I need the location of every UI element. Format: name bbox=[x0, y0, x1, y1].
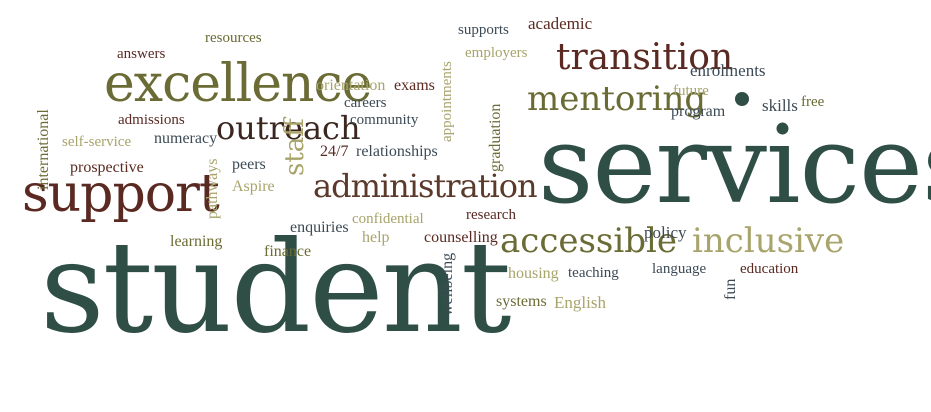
word: administration bbox=[313, 167, 538, 205]
word: prospective bbox=[70, 159, 144, 176]
word: English bbox=[554, 293, 606, 312]
word: relationships bbox=[356, 143, 438, 160]
word: academic bbox=[528, 14, 593, 33]
word: free bbox=[801, 94, 825, 110]
word: admissions bbox=[118, 112, 185, 128]
word: housing bbox=[508, 265, 559, 282]
word: student bbox=[40, 214, 511, 361]
word: research bbox=[466, 207, 516, 223]
word: finance bbox=[264, 243, 312, 260]
word: careers bbox=[344, 95, 387, 111]
word: skills bbox=[762, 96, 798, 115]
word: pathways bbox=[204, 158, 221, 219]
word: excellence bbox=[104, 54, 372, 114]
word: appointments bbox=[439, 61, 455, 142]
word: teaching bbox=[568, 265, 619, 281]
word: education bbox=[740, 261, 799, 277]
word: services bbox=[538, 103, 931, 228]
word: employers bbox=[465, 45, 528, 61]
word: Aspire bbox=[232, 178, 275, 195]
word: enquiries bbox=[290, 219, 349, 236]
word: transition bbox=[556, 37, 734, 78]
word: resources bbox=[205, 30, 262, 46]
word: policy bbox=[644, 223, 687, 242]
word: self-service bbox=[62, 134, 132, 150]
word: language bbox=[652, 261, 707, 277]
word: graduation bbox=[487, 103, 504, 172]
word: wellbeing bbox=[439, 252, 456, 316]
word: future bbox=[673, 83, 709, 99]
bullet-dot bbox=[735, 92, 749, 106]
word: counselling bbox=[424, 229, 498, 246]
word: learning bbox=[170, 233, 223, 250]
word: mentoring bbox=[527, 79, 707, 119]
word: staff bbox=[280, 118, 310, 176]
word: 24/7 bbox=[320, 143, 349, 160]
word: fun bbox=[722, 278, 739, 300]
word: answers bbox=[117, 46, 166, 62]
word: enrolments bbox=[690, 61, 766, 80]
word: community bbox=[350, 112, 419, 128]
word: numeracy bbox=[154, 130, 218, 147]
word: peers bbox=[232, 156, 266, 173]
word: confidential bbox=[352, 211, 424, 227]
word: systems bbox=[496, 293, 547, 310]
word: support bbox=[22, 164, 220, 224]
word: accessible bbox=[500, 221, 678, 261]
word: international bbox=[35, 109, 52, 190]
word: inclusive bbox=[692, 221, 845, 261]
word: orientation bbox=[316, 77, 386, 94]
word: supports bbox=[458, 22, 509, 38]
word: help bbox=[362, 229, 390, 246]
word: program bbox=[671, 103, 726, 120]
word: outreach bbox=[216, 109, 361, 147]
word: exams bbox=[394, 77, 435, 94]
